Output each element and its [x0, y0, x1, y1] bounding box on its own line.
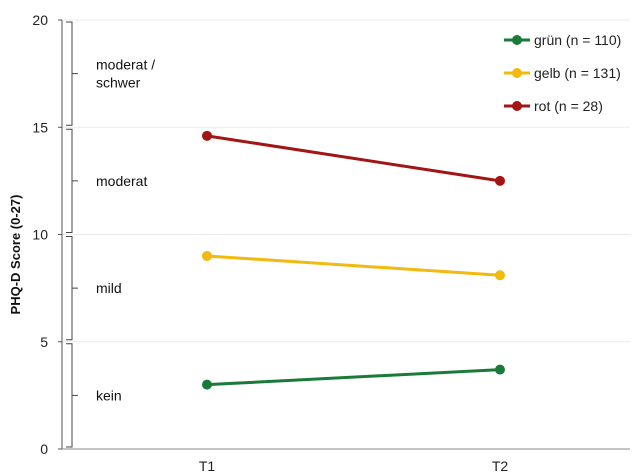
data-point-1-0	[202, 250, 212, 261]
severity-bracket-2	[66, 128, 73, 233]
data-point-2-0	[202, 130, 212, 141]
severity-bracket-3	[66, 21, 73, 126]
series-lines	[202, 130, 505, 390]
x-tick-label-T2: T2	[492, 458, 509, 474]
x-tick-label-T1: T1	[199, 458, 216, 474]
legend-marker-2	[512, 101, 522, 111]
data-point-0-1	[495, 364, 505, 375]
y-tick-label-10: 10	[32, 227, 48, 243]
severity-label-0-0: kein	[96, 387, 122, 403]
y-tick-label-20: 20	[32, 12, 48, 28]
legend-label-1: gelb (n = 131)	[534, 65, 621, 81]
legend-marker-1	[512, 68, 522, 78]
y-tick-label-15: 15	[32, 119, 48, 135]
y-tick-label-0: 0	[40, 441, 48, 457]
series-line-0	[205, 368, 502, 387]
data-point-2-1	[495, 175, 505, 186]
legend-label-0: grün (n = 110)	[534, 32, 621, 48]
legend-marker-0	[512, 35, 522, 45]
severity-bands: kein mild moderat moderat / schwer	[66, 21, 155, 448]
data-point-1-1	[495, 270, 505, 281]
severity-bracket-0	[66, 343, 73, 448]
severity-label-1-0: mild	[96, 280, 122, 296]
legend-label-2: rot (n = 28)	[534, 98, 603, 114]
severity-label-3-1: schwer	[96, 75, 141, 91]
series-line-1	[205, 254, 502, 277]
severity-label-3-0: moderat /	[96, 57, 155, 73]
axes: 0 5 10 15 20 T1 T2	[32, 12, 630, 474]
y-tick-label-5: 5	[40, 334, 48, 350]
y-axis-title: PHQ-D Score (0-27)	[8, 195, 23, 315]
data-point-0-0	[202, 379, 212, 390]
legend: grün (n = 110) gelb (n = 131) rot (n = 28)	[504, 32, 621, 114]
gridlines	[62, 19, 630, 450]
severity-bracket-1	[66, 236, 73, 341]
series-line-2	[205, 134, 502, 183]
severity-label-2-0: moderat	[96, 173, 147, 189]
